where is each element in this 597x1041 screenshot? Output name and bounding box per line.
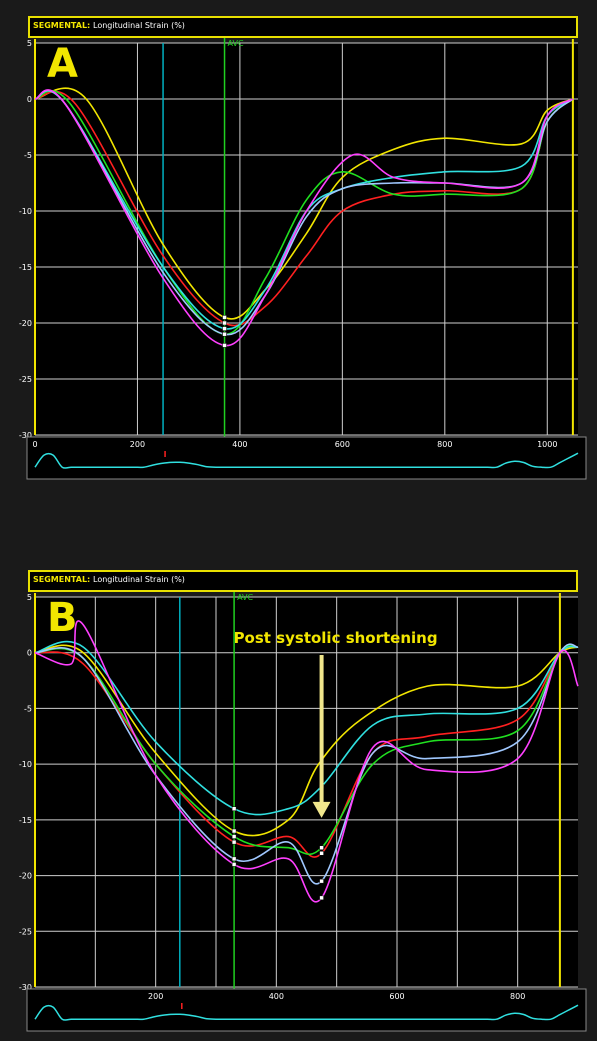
peak-marker xyxy=(222,331,227,337)
y-tick-label: -30 xyxy=(19,983,32,992)
strain-curve-3 xyxy=(34,90,574,336)
x-tick-label: 400 xyxy=(232,440,247,449)
strain-curve-1 xyxy=(34,87,574,320)
strain-curve-6 xyxy=(34,620,579,903)
panel-b-header: SEGMENTAL: Longitudinal Strain (%) xyxy=(28,570,578,592)
peak-marker xyxy=(231,839,237,845)
panel-a-header-title: Longitudinal Strain (%) xyxy=(93,21,185,30)
peak-marker xyxy=(231,806,237,811)
panel-a-header: SEGMENTAL: Longitudinal Strain (%) xyxy=(28,16,578,38)
avc-label: AVC xyxy=(228,39,244,48)
peak-marker xyxy=(319,845,324,850)
peak-marker xyxy=(319,878,324,884)
y-tick-label: -15 xyxy=(19,816,32,825)
y-tick-label: 5 xyxy=(27,593,32,602)
ecg-strip xyxy=(26,988,587,1032)
ecg-strip xyxy=(26,436,587,480)
peak-marker xyxy=(222,320,227,326)
x-tick-label: 600 xyxy=(335,440,350,449)
peak-marker xyxy=(231,834,237,839)
annotation-post-systolic-shortening: Post systolic shortening xyxy=(234,629,438,647)
plot-area xyxy=(35,597,578,987)
strain-chart-a: 5 0 -5 -10 -15 -20 -25 -30 AVC 0 200 400 600 800 1000 A xyxy=(19,38,587,480)
peak-marker xyxy=(222,343,227,348)
y-tick-label: -15 xyxy=(19,263,32,272)
y-tick-label: -25 xyxy=(19,375,32,384)
strain-chart-b: 5 0 -5 -10 -15 -20 -25 -30 AVC 200 400 600 800 B Post … xyxy=(19,592,587,1032)
x-tick-label: 400 xyxy=(269,992,284,1001)
x-tick-label: 200 xyxy=(130,440,145,449)
x-tick-label: 200 xyxy=(148,992,163,1001)
strain-curve-6 xyxy=(34,89,574,347)
y-tick-label: -25 xyxy=(19,927,32,936)
y-tick-label: 5 xyxy=(27,39,32,48)
x-tick-label: 800 xyxy=(510,992,525,1001)
y-tick-label: -20 xyxy=(19,319,32,328)
ecg-trace xyxy=(34,1004,579,1021)
strain-curve-1 xyxy=(34,644,579,837)
panel-letter: A xyxy=(47,41,78,87)
annotation-arrow-head xyxy=(312,801,331,818)
x-tick-label: 800 xyxy=(437,440,452,449)
y-tick-label: -5 xyxy=(24,151,32,160)
x-tick-label: 0 xyxy=(32,440,37,449)
ecg-trace xyxy=(34,452,579,469)
y-tick-label: -5 xyxy=(24,704,32,713)
x-tick-label: 1000 xyxy=(537,440,557,449)
peak-marker xyxy=(319,895,324,901)
y-tick-label: -20 xyxy=(19,872,32,881)
panel-b-header-label: SEGMENTAL: xyxy=(33,575,91,584)
peak-marker xyxy=(222,326,227,331)
y-tick-label: -30 xyxy=(19,431,32,440)
avc-label: AVC xyxy=(237,593,253,602)
panel-letter: B xyxy=(47,595,78,641)
y-tick-label: -10 xyxy=(19,207,32,216)
peak-marker xyxy=(222,315,227,320)
peak-marker xyxy=(231,828,237,834)
peak-marker xyxy=(319,851,324,856)
panel-a-header-label: SEGMENTAL: xyxy=(33,21,91,30)
plot-area xyxy=(35,43,578,435)
x-tick-label: 600 xyxy=(389,992,404,1001)
y-tick-label: 0 xyxy=(27,95,32,104)
panel-b-header-title: Longitudinal Strain (%) xyxy=(93,575,185,584)
peak-marker xyxy=(231,862,237,867)
y-tick-label: 0 xyxy=(27,649,32,658)
y-tick-label: -10 xyxy=(19,760,32,769)
peak-marker xyxy=(231,856,237,862)
